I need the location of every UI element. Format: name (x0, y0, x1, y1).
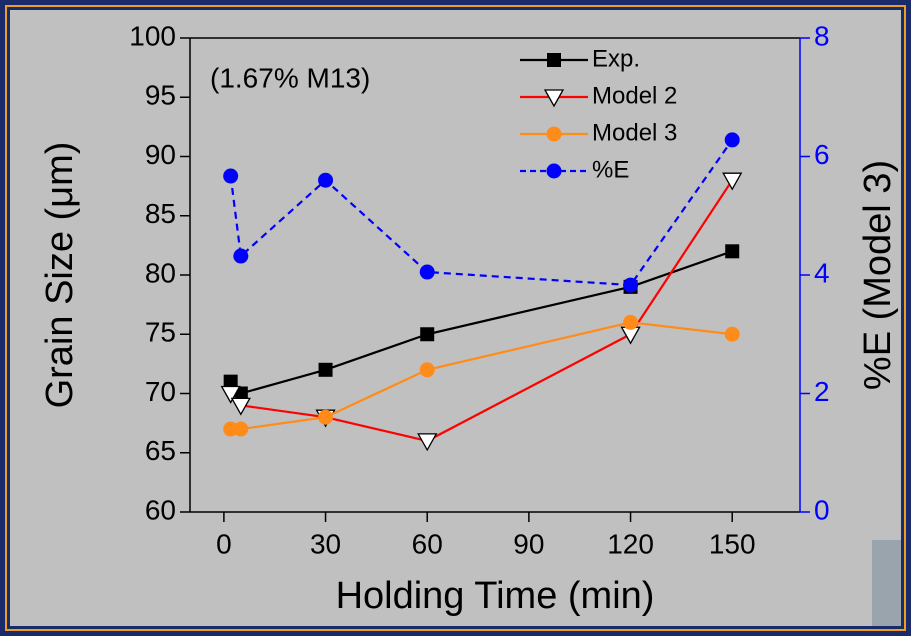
y-tick-label: 80 (145, 257, 176, 288)
marker (419, 362, 435, 378)
y-axis-label: Grain Size (μm) (39, 142, 81, 409)
y-tick-label: 70 (145, 376, 176, 407)
y-tick-label: 90 (145, 139, 176, 170)
x-tick-label: 60 (412, 528, 443, 559)
marker (318, 362, 333, 377)
y2-tick-label: 8 (814, 20, 830, 51)
y2-tick-label: 6 (814, 139, 830, 170)
marker (725, 244, 740, 259)
x-tick-label: 0 (216, 528, 232, 559)
legend-label: Model 2 (592, 82, 677, 109)
x-axis-label: Holding Time (min) (336, 575, 655, 617)
legend-label: %E (592, 156, 629, 183)
x-tick-label: 150 (709, 528, 756, 559)
marker (233, 248, 249, 264)
legend-label: Model 3 (592, 119, 677, 146)
marker (623, 314, 639, 330)
legend-marker (543, 89, 565, 108)
marker (724, 326, 740, 342)
marker (724, 132, 740, 148)
marker (722, 172, 743, 191)
y2-tick-label: 4 (814, 257, 830, 288)
legend-marker (546, 163, 562, 179)
annotation: (1.67% M13) (210, 62, 370, 93)
series-line (229, 139, 734, 287)
y2-axis-label: %E (Model 3) (857, 160, 899, 390)
x-tick-label: 90 (513, 528, 544, 559)
marker (623, 277, 639, 293)
y-tick-label: 100 (129, 20, 176, 51)
marker (223, 168, 239, 184)
marker (417, 433, 438, 452)
marker (420, 327, 435, 342)
y-tick-label: 60 (145, 494, 176, 525)
marker (233, 421, 249, 437)
marker (223, 374, 238, 389)
y2-tick-label: 2 (814, 376, 830, 407)
marker (230, 397, 251, 416)
marker (318, 409, 334, 425)
y-tick-label: 75 (145, 317, 176, 348)
legend-marker (547, 53, 561, 67)
marker (220, 385, 241, 404)
y-tick-label: 85 (145, 198, 176, 229)
y-tick-label: 65 (145, 435, 176, 466)
marker (318, 172, 334, 188)
x-tick-label: 30 (310, 528, 341, 559)
frame (5, 5, 906, 631)
x-tick-label: 120 (607, 528, 654, 559)
legend-marker (546, 126, 562, 142)
y2-tick-label: 0 (814, 494, 830, 525)
y-tick-label: 95 (145, 80, 176, 111)
background (10, 10, 901, 626)
marker (419, 264, 435, 280)
legend-label: Exp. (592, 45, 640, 72)
corner-image (872, 540, 901, 626)
